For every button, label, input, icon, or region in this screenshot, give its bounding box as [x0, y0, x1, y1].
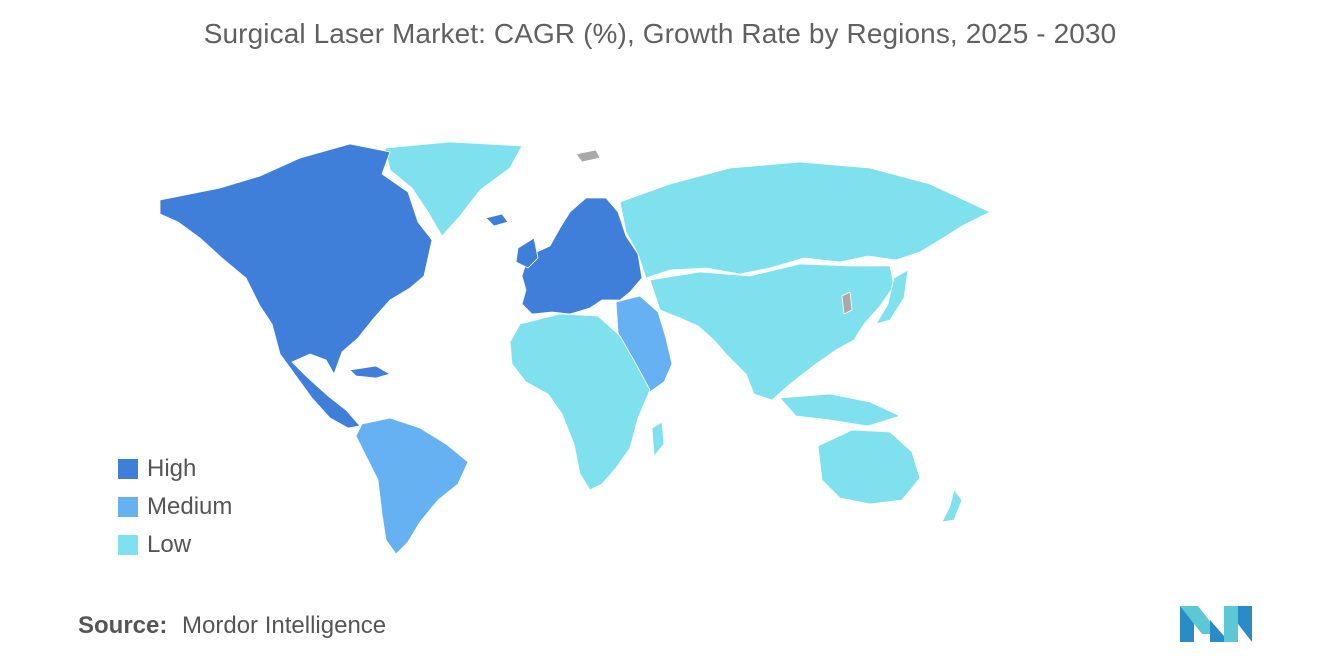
legend-item-high: High: [118, 450, 232, 488]
region-svalbard: [575, 149, 601, 163]
legend: High Medium Low: [118, 450, 232, 564]
region-europe: [521, 197, 643, 315]
region-australia: [817, 429, 921, 505]
legend-label: High: [147, 455, 197, 482]
source-value: Mordor Intelligence: [182, 612, 387, 639]
legend-label: Low: [147, 531, 192, 558]
region-north-america: [159, 143, 433, 429]
region-latin-america: [355, 417, 469, 555]
legend-swatch-low: [118, 535, 138, 555]
region-iceland: [485, 213, 509, 227]
legend-swatch-high: [118, 459, 138, 479]
region-greenland: [384, 141, 523, 237]
region-russia: [619, 161, 991, 279]
region-asia: [649, 263, 895, 401]
region-africa: [509, 313, 651, 491]
mordor-logo: [1180, 606, 1252, 642]
source-label: Source:: [78, 612, 168, 639]
region-uk: [515, 237, 539, 269]
legend-label: Medium: [147, 493, 233, 520]
legend-item-medium: Medium: [118, 488, 232, 526]
region-new-zealand: [941, 489, 963, 523]
chart-title: Surgical Laser Market: CAGR (%), Growth …: [203, 18, 1117, 49]
region-korea: [841, 291, 853, 315]
legend-swatch-medium: [118, 497, 138, 517]
region-japan: [875, 269, 909, 325]
region-caribbean: [349, 365, 392, 379]
source-line: Source: Mordor Intelligence: [78, 612, 386, 640]
region-madagascar: [651, 421, 665, 458]
legend-item-low: Low: [118, 526, 232, 564]
world-map: [159, 141, 991, 555]
region-sea-islands: [779, 393, 902, 427]
